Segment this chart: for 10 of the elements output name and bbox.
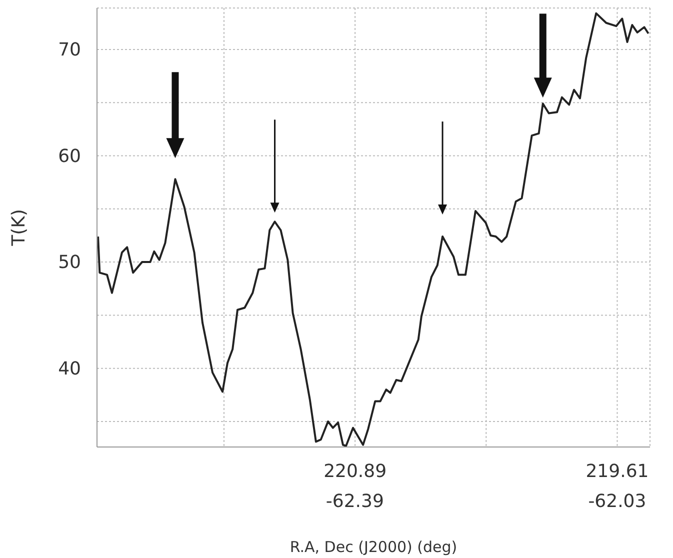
x-tick-label: 219.61 (586, 461, 649, 482)
y-tick-label: 50 (58, 252, 81, 274)
y-tick-label: 60 (58, 146, 81, 167)
x-axis-title: R.A, Dec (J2000) (deg) (290, 538, 458, 556)
x2-tick-label: -62.39 (326, 491, 384, 512)
y-axis-title: T(K) (8, 209, 30, 247)
x2-tick-label: -62.03 (588, 491, 646, 512)
x-tick-label: 220.89 (324, 461, 387, 482)
y-tick-label: 70 (58, 39, 81, 60)
y-tick-label: 40 (58, 358, 81, 380)
